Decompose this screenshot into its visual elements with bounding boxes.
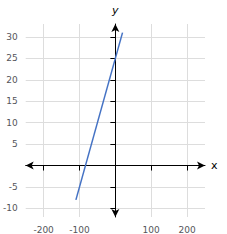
svg-text:25: 25 — [6, 53, 17, 63]
svg-text:-10: -10 — [3, 203, 18, 213]
svg-text:y: y — [111, 4, 119, 17]
svg-text:5: 5 — [12, 139, 18, 149]
svg-text:-100: -100 — [69, 225, 90, 234]
svg-text:10: 10 — [6, 118, 18, 128]
svg-text:100: 100 — [143, 225, 160, 234]
svg-text:15: 15 — [6, 96, 17, 106]
svg-text:-5: -5 — [9, 182, 18, 192]
svg-text:30: 30 — [6, 32, 18, 42]
svg-text:-200: -200 — [33, 225, 54, 234]
svg-text:x: x — [211, 159, 218, 172]
svg-text:20: 20 — [6, 75, 18, 85]
svg-text:200: 200 — [178, 225, 195, 234]
